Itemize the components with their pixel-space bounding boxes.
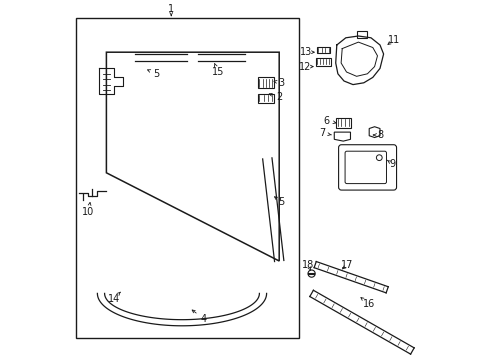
Bar xyxy=(316,58,331,66)
Bar xyxy=(258,77,274,88)
Bar xyxy=(258,94,274,103)
Text: 10: 10 xyxy=(82,207,95,217)
Text: 8: 8 xyxy=(377,130,383,140)
Text: 16: 16 xyxy=(363,299,375,309)
Text: 5: 5 xyxy=(154,69,160,79)
Text: 13: 13 xyxy=(300,47,313,57)
Text: 4: 4 xyxy=(200,314,207,324)
Text: 12: 12 xyxy=(299,62,312,72)
Text: 18: 18 xyxy=(302,260,314,270)
Text: 17: 17 xyxy=(342,260,354,270)
Text: 15: 15 xyxy=(212,67,224,77)
Bar xyxy=(317,47,330,53)
Text: 7: 7 xyxy=(319,128,325,138)
Bar xyxy=(357,31,368,38)
Text: 11: 11 xyxy=(388,35,400,45)
Bar xyxy=(336,118,351,128)
Text: 2: 2 xyxy=(276,92,282,102)
Text: 5: 5 xyxy=(278,197,284,207)
Text: 3: 3 xyxy=(278,78,284,88)
Text: 14: 14 xyxy=(107,294,120,304)
Text: 9: 9 xyxy=(390,159,395,169)
Text: 6: 6 xyxy=(323,116,329,126)
Text: 1: 1 xyxy=(168,4,174,14)
Bar xyxy=(76,18,299,338)
